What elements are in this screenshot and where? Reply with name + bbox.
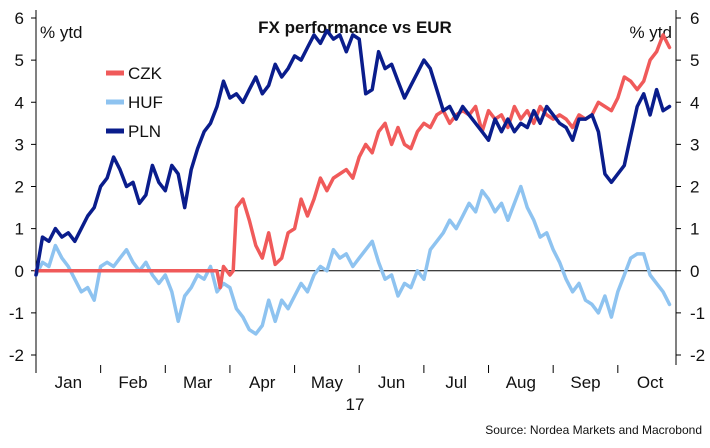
x-tick-label: Jun xyxy=(378,373,405,392)
series-line-huf xyxy=(34,184,672,336)
x-tick-label: May xyxy=(311,373,344,392)
legend-label-pln: PLN xyxy=(128,122,161,141)
legend-label-czk: CZK xyxy=(128,64,163,83)
y-tick-label-right: 3 xyxy=(690,135,699,154)
x-tick-label: Jul xyxy=(445,373,467,392)
x-tick-label: Apr xyxy=(249,373,276,392)
y-tick-label-right: 1 xyxy=(690,220,699,239)
y-tick-label-right: 5 xyxy=(690,51,699,70)
x-tick-label: Feb xyxy=(118,373,147,392)
x-axis: Jan Feb Mar Apr May Jun Jul Aug Sep Oct xyxy=(35,365,664,392)
series-lines xyxy=(34,28,672,336)
x-tick-label: Sep xyxy=(570,373,600,392)
y-tick-label-left: 2 xyxy=(15,178,24,197)
y-axis-ticks-left: -2 -1 0 1 2 3 4 5 6 xyxy=(9,9,37,365)
y-tick-label-right: 0 xyxy=(690,262,699,281)
y-tick-label-left: -2 xyxy=(9,346,24,365)
x-tick-label: Oct xyxy=(637,373,664,392)
x-tick-label: Aug xyxy=(506,373,536,392)
y-tick-label-left: 1 xyxy=(15,220,24,239)
y-tick-label-left: 0 xyxy=(15,262,24,281)
y-tick-label-right: 2 xyxy=(690,178,699,197)
y-tick-label-left: -1 xyxy=(9,304,24,323)
y-tick-label-right: 4 xyxy=(690,93,699,112)
x-tick-label: Jan xyxy=(55,373,82,392)
series-line-pln xyxy=(34,28,672,277)
y-tick-label-right: 6 xyxy=(690,9,699,28)
y-axis-label-left: % ytd xyxy=(40,23,83,42)
y-tick-label-left: 5 xyxy=(15,51,24,70)
x-tick-label: Mar xyxy=(183,373,213,392)
legend-label-huf: HUF xyxy=(128,93,163,112)
y-tick-label-left: 6 xyxy=(15,9,24,28)
source-note: Source: Nordea Markets and Macrobond xyxy=(485,423,702,437)
y-tick-label-left: 3 xyxy=(15,135,24,154)
chart-title: FX performance vs EUR xyxy=(258,18,452,37)
y-tick-label-right: -2 xyxy=(690,346,705,365)
year-label: 17 xyxy=(346,395,365,414)
y-tick-label-right: -1 xyxy=(690,304,705,323)
legend: CZK HUF PLN xyxy=(106,64,163,141)
y-axis-ticks-right: -2 -1 0 1 2 3 4 5 6 xyxy=(675,9,705,365)
y-tick-label-left: 4 xyxy=(15,93,24,112)
